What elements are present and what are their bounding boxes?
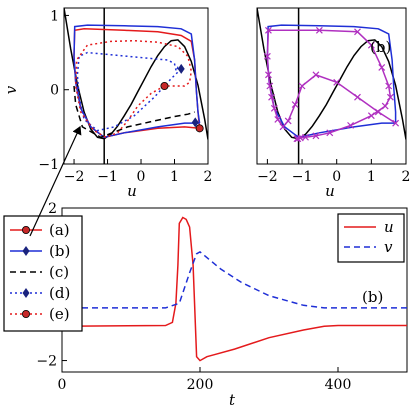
curve-v [62, 250, 407, 309]
legend-label: (c) [49, 263, 69, 281]
x-tick-label: 2 [402, 169, 411, 185]
legend-label: (d) [49, 284, 70, 302]
legend-label: u [384, 218, 394, 236]
start-marker-b [191, 117, 199, 128]
x-tick-label: 0 [58, 377, 67, 393]
phase-right-panel-label: (b) [370, 38, 391, 56]
legend-marker [21, 309, 30, 318]
x-marker [381, 102, 389, 110]
x-marker [270, 104, 278, 112]
x-marker [354, 93, 361, 101]
legend-label: v [384, 238, 393, 256]
phase-plane-left: −2 −1 0 1 2 −1 0 1 u v [2, 7, 212, 200]
x-marker [312, 71, 320, 79]
curve-b [73, 24, 201, 139]
legend-left: (a) (b) (c) (d) (e) [3, 215, 83, 332]
x-tick-label: 1 [367, 169, 376, 185]
legend-right: uv [337, 213, 405, 263]
phase-left-frame [63, 7, 209, 165]
legend-label: (e) [49, 305, 70, 323]
curve-trajectory [266, 24, 397, 139]
legend-marker [21, 225, 30, 234]
x-marker [291, 101, 299, 108]
x-marker [312, 132, 320, 140]
x-marker [298, 82, 306, 90]
x-marker [263, 52, 271, 60]
time-series-panel-label: (b) [362, 288, 383, 306]
legend-marker [22, 288, 30, 298]
x-marker [274, 116, 282, 123]
x-marker [374, 108, 382, 116]
x-tick-label: 2 [204, 169, 213, 185]
x-marker [386, 93, 394, 101]
legend-left-box [3, 215, 83, 332]
phase-right-xlabel: u [325, 182, 335, 200]
x-marker [265, 26, 272, 34]
x-marker [385, 82, 393, 90]
curve-u [62, 216, 407, 362]
phase-left-curves [64, 8, 208, 164]
phase-right-frame [256, 7, 407, 165]
phase-right-curves [257, 8, 406, 164]
annotation-arrow [29, 125, 82, 237]
x-tick-label: 400 [325, 377, 352, 393]
y-tick-label: 2 [48, 201, 57, 217]
curve-c [73, 85, 195, 139]
x-marker [392, 119, 400, 127]
x-marker [284, 117, 292, 125]
x-tick-label: 0 [332, 169, 341, 185]
legend-marker [22, 246, 30, 256]
x-marker [268, 93, 275, 101]
x-tick-label: 0 [137, 169, 146, 185]
x-tick-label: −2 [64, 169, 85, 185]
y-tick-label: 0 [50, 83, 59, 99]
x-tick-label: −1 [292, 169, 313, 185]
phase-left-xlabel: u [127, 182, 137, 200]
phase-left-ylabel: v [2, 85, 20, 94]
legend-right-box [337, 213, 405, 263]
x-marker [315, 26, 323, 34]
x-marker [367, 41, 375, 49]
x-marker [265, 71, 272, 79]
x-tick-label: −2 [257, 169, 278, 185]
x-marker [279, 123, 287, 131]
phase-plane-right: −2 −1 0 1 2 u (b) [256, 7, 410, 200]
phase-right-ticks: −2 −1 0 1 2 [257, 159, 410, 185]
x-tick-label: 200 [187, 377, 214, 393]
curve-e [74, 39, 193, 139]
curve-d [76, 51, 182, 132]
start-marker-a [195, 124, 204, 133]
start-marker-d [177, 63, 185, 74]
y-tick-label: 1 [50, 8, 59, 24]
x-tick-label: −1 [97, 169, 118, 185]
x-marker [293, 135, 301, 143]
time-series-xlabel: t [229, 391, 236, 409]
x-marker [333, 78, 341, 86]
x-marker [347, 121, 354, 129]
x-marker [294, 135, 302, 143]
x-marker [378, 64, 386, 71]
y-tick-label: −1 [38, 157, 59, 173]
time-series-curves [62, 216, 407, 362]
start-marker-e [160, 82, 169, 91]
x-marker [354, 28, 361, 36]
x-marker [326, 129, 334, 137]
x-marker [266, 82, 274, 90]
x-marker [367, 112, 375, 120]
legend-label: (b) [49, 242, 70, 260]
phase-left-ticks: −2 −1 0 1 2 −1 0 1 [38, 8, 212, 185]
legend-label: (a) [49, 221, 70, 239]
y-tick-label: −2 [36, 354, 57, 370]
x-tick-label: 1 [170, 169, 179, 185]
